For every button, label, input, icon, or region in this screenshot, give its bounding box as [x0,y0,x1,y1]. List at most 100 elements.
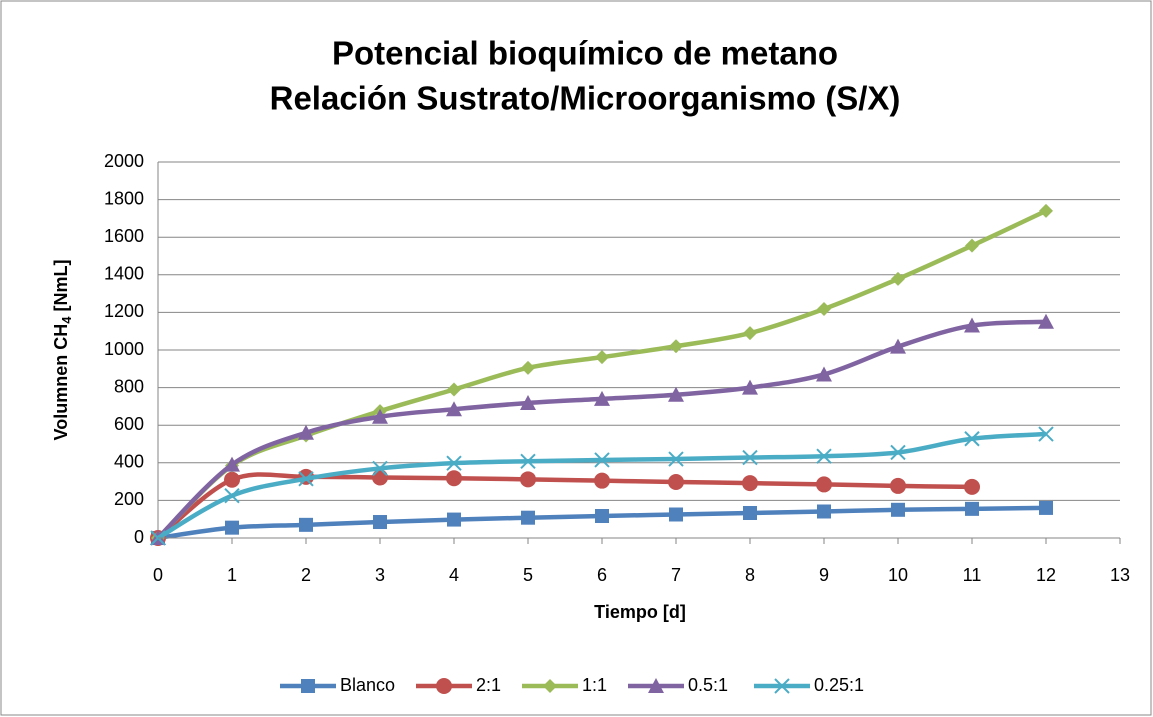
legend-item: 0.5:1 [628,675,728,695]
x-tick-label: 5 [523,565,533,585]
marker [543,679,557,693]
y-axis-label: Volumnen CH4 [NmL] [51,260,75,441]
legend-item: 2:1 [416,675,501,695]
x-tick-label: 0 [153,565,163,585]
marker [890,444,906,461]
y-tick-label: 400 [114,452,144,472]
legend-item: Blanco [280,675,395,695]
legend-label: 0.25:1 [814,675,864,695]
marker [372,460,388,477]
marker [224,487,240,504]
y-tick-label: 1600 [104,226,144,246]
marker [594,452,610,468]
marker [964,478,980,495]
marker [594,472,610,489]
marker [595,509,609,524]
marker [964,431,980,447]
marker [742,449,758,466]
legend-label: 1:1 [582,675,607,695]
marker [521,510,535,525]
y-tick-label: 1200 [104,301,144,321]
marker [817,302,831,317]
x-tick-label: 13 [1110,565,1130,585]
marker [225,520,239,535]
marker [372,469,388,486]
marker [742,475,758,492]
marker [446,455,462,471]
y-axis-label-sub: 4 [59,316,74,324]
marker [373,515,387,530]
marker [301,679,315,693]
marker [1039,500,1053,515]
series [150,468,980,546]
marker [743,505,757,520]
marker [520,453,536,470]
marker [520,395,536,411]
marker [774,678,790,694]
marker [224,456,240,472]
y-tick-label: 1800 [104,188,144,208]
y-tick-label: 200 [114,489,144,509]
x-tick-label: 7 [671,565,681,585]
marker [669,507,683,522]
marker [447,512,461,527]
marker [1038,313,1054,329]
marker [669,339,683,354]
y-tick-label: 1000 [104,339,144,359]
marker [298,471,314,487]
x-tick-label: 4 [449,565,459,585]
marker [436,678,452,694]
marker [742,379,758,395]
marker [817,504,831,519]
x-tick-label: 2 [301,565,311,585]
y-tick-label: 800 [114,376,144,396]
x-axis-label: Tiempo [d] [594,602,686,622]
marker [446,401,462,417]
x-tick-label: 12 [1036,565,1056,585]
marker [668,451,684,467]
x-tick-label: 10 [888,565,908,585]
legend-label: 0.5:1 [688,675,728,695]
x-tick-label: 11 [963,565,982,585]
marker [520,471,536,488]
y-tick-label: 0 [134,527,144,547]
marker [964,317,980,333]
x-tick-label: 1 [227,565,237,585]
y-tick-label: 600 [114,414,144,434]
x-tick-label: 6 [597,565,607,585]
y-axis-label-part: Volumnen CH [51,324,71,441]
marker [1039,203,1053,218]
y-axis-label-part: [NmL] [51,260,71,317]
marker [816,476,832,493]
series [150,313,1054,545]
marker [816,448,832,464]
series [151,500,1053,545]
marker [299,517,313,532]
chart-title: Relación Sustrato/Microorganismo (S/X) [270,80,901,117]
marker [298,424,314,440]
marker [446,470,462,487]
marker [890,477,906,494]
chart-title: Potencial bioquímico de metano [332,35,838,72]
x-tick-label: 8 [745,565,755,585]
marker [595,350,609,365]
marker [668,473,684,490]
marker [224,471,240,488]
marker [743,326,757,341]
legend-item: 1:1 [522,675,607,695]
marker [521,360,535,375]
marker [372,408,388,424]
x-tick-label: 3 [375,565,385,585]
marker [668,386,684,402]
legend-label: 2:1 [476,675,501,695]
marker [447,382,461,397]
marker [891,502,905,517]
marker [965,501,979,516]
y-tick-label: 2000 [104,151,144,171]
legend-label: Blanco [340,675,395,695]
marker [891,271,905,286]
marker [890,338,906,354]
legend-item: 0.25:1 [754,675,864,695]
